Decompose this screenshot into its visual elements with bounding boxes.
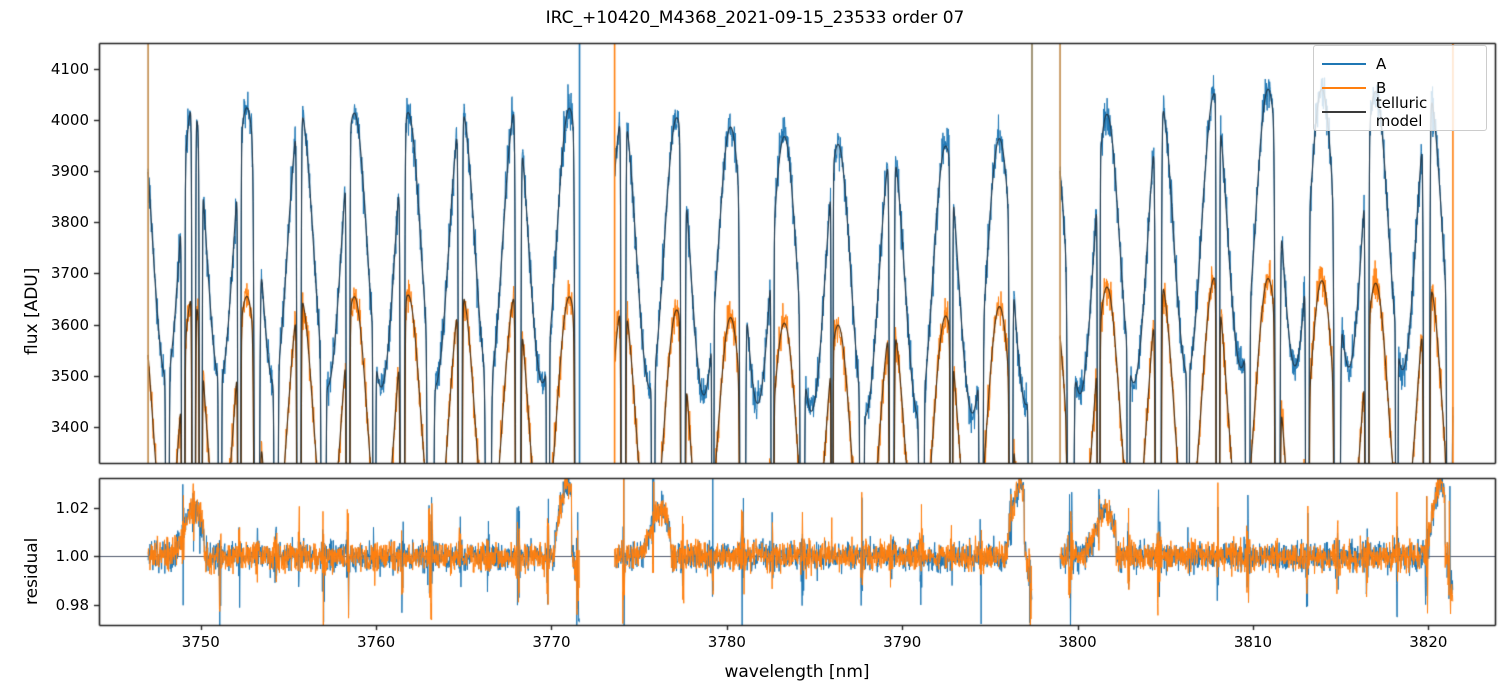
legend-item-b: B bbox=[1322, 76, 1478, 100]
legend-swatch-telluric-model bbox=[1322, 111, 1366, 113]
legend-swatch-b bbox=[1322, 87, 1366, 89]
legend-label-telluric-model: telluric model bbox=[1375, 94, 1428, 130]
legend-swatch-a bbox=[1322, 63, 1366, 65]
legend: A B telluric model bbox=[1313, 45, 1487, 131]
legend-label-a: A bbox=[1376, 55, 1387, 73]
legend-label-b: B bbox=[1376, 79, 1387, 97]
legend-item-telluric-model: telluric model bbox=[1322, 94, 1478, 130]
legend-item-a: A bbox=[1322, 52, 1478, 76]
